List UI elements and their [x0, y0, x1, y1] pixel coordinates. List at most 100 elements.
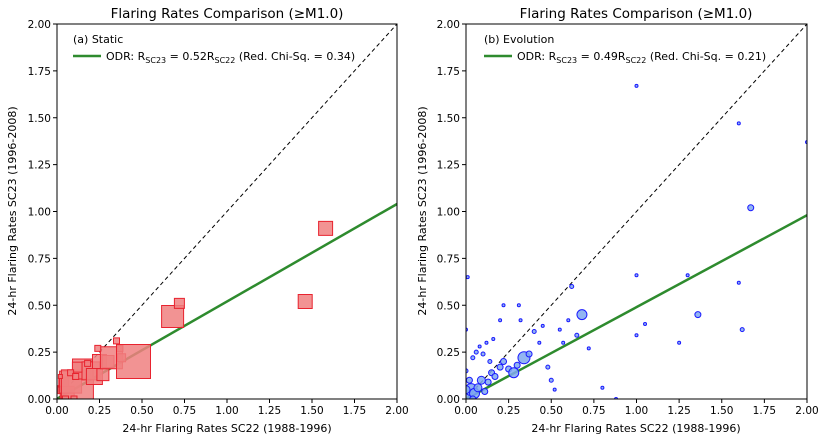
data-point: [161, 305, 185, 328]
data-point: [694, 311, 702, 319]
data-point: [518, 318, 523, 323]
legend-label: ODR: RSC23 = 0.52RSC22 (Red. Chi-Sq. = 0…: [106, 50, 355, 65]
panel-label: (a) Static: [73, 33, 123, 46]
y-tick-label: 1.00: [437, 207, 460, 219]
y-tick-label: 1.50: [28, 113, 51, 125]
data-point: [477, 344, 482, 349]
data-point: [561, 340, 566, 345]
data-point: [634, 333, 639, 338]
data-point: [62, 395, 69, 399]
data-point: [481, 388, 489, 395]
data-point: [173, 297, 185, 309]
data-point: [487, 359, 493, 364]
data-point: [473, 349, 479, 355]
data-point: [634, 83, 639, 88]
chart-title: Flaring Rates Comparison (≥M1.0): [111, 6, 344, 22]
chart-title: Flaring Rates Comparison (≥M1.0): [520, 6, 753, 22]
data-point: [491, 373, 499, 380]
y-tick-label: 1.00: [28, 207, 51, 219]
data-point: [685, 273, 690, 278]
data-point: [470, 355, 476, 361]
data-points: [466, 83, 807, 399]
data-points: [57, 220, 334, 399]
reference-line-y-equals-x: [466, 24, 807, 399]
y-tick-label: 2.00: [28, 19, 51, 31]
data-point: [70, 395, 78, 399]
data-point: [473, 383, 483, 393]
data-point: [513, 361, 521, 369]
odr-fit-line: [466, 214, 807, 399]
x-tick-label: 2.00: [385, 405, 408, 417]
data-point: [96, 368, 110, 382]
x-tick-label: 0.25: [88, 405, 111, 417]
y-tick-label: 1.75: [437, 66, 460, 78]
y-tick-label: 0.25: [28, 347, 51, 359]
data-point: [600, 385, 605, 390]
data-point: [566, 318, 571, 323]
data-point: [537, 340, 542, 345]
data-point: [466, 385, 471, 395]
x-tick-label: 0.75: [582, 405, 605, 417]
data-point: [552, 387, 557, 392]
x-tick-label: 1.50: [710, 405, 733, 417]
y-tick-label: 1.50: [437, 113, 460, 125]
legend: ODR: RSC23 = 0.52RSC22 (Red. Chi-Sq. = 0…: [73, 50, 355, 65]
data-point: [739, 327, 745, 333]
data-point: [574, 332, 580, 338]
y-axis-label: 24-hr Flaring Rates SC23 (1996-2008): [416, 106, 429, 315]
x-tick-label: 0.75: [173, 405, 196, 417]
x-axis-label: 24-hr Flaring Rates SC22 (1988-1996): [122, 422, 331, 435]
chart-panel-evolution: 0.00 0.25 0.50 0.75 1.00 1.25 1.50 1.75 2.00 0.00…: [416, 6, 819, 435]
data-point: [548, 377, 554, 383]
x-tick-label: 2.00: [795, 405, 818, 417]
x-tick-label: 0.00: [454, 405, 477, 417]
reference-line-y-equals-x: [57, 24, 397, 399]
data-point: [480, 351, 486, 357]
y-tick-label: 0.50: [28, 300, 51, 312]
data-point: [501, 303, 506, 308]
y-tick-label: 1.25: [28, 160, 51, 172]
x-tick-label: 0.25: [497, 405, 520, 417]
data-point: [576, 309, 588, 321]
x-tick-label: 1.75: [753, 405, 776, 417]
data-point: [72, 373, 80, 380]
data-point: [491, 337, 496, 341]
y-axis-label: 24-hr Flaring Rates SC23 (1996-2008): [6, 106, 19, 315]
data-point: [586, 346, 591, 351]
data-point: [466, 275, 470, 280]
data-point: [634, 273, 639, 278]
data-point: [643, 322, 648, 326]
legend-label: ODR: RSC23 = 0.49RSC22 (Red. Chi-Sq. = 0…: [517, 50, 766, 65]
data-point: [516, 303, 521, 308]
plot-frame: [465, 23, 808, 400]
y-tick-label: 1.25: [437, 160, 460, 172]
data-point: [500, 358, 508, 365]
x-tick-label: 0.00: [45, 405, 68, 417]
data-point: [67, 369, 75, 377]
data-point: [557, 327, 562, 332]
tick-labels: 0.00 0.25 0.50 0.75 1.00 1.25 1.50 1.75 2.00 0.00…: [437, 19, 819, 417]
plot-frame: [56, 23, 398, 400]
data-point: [545, 364, 551, 370]
x-tick-label: 1.00: [625, 405, 648, 417]
y-tick-label: 0.75: [437, 253, 460, 265]
data-point: [531, 329, 537, 334]
tick-labels: 0.00 0.25 0.50 0.75 1.00 1.25 1.50 1.75 2.00 0.00…: [28, 19, 409, 417]
data-point: [747, 204, 755, 212]
tick-marks: [53, 23, 398, 403]
data-point: [736, 280, 741, 285]
x-tick-label: 0.50: [130, 405, 153, 417]
data-point: [677, 340, 682, 345]
y-tick-label: 0.00: [28, 394, 51, 406]
x-tick-label: 1.50: [300, 405, 323, 417]
data-point: [466, 376, 473, 384]
data-point: [484, 340, 489, 345]
x-tick-label: 1.25: [667, 405, 690, 417]
tick-marks: [462, 23, 808, 403]
chart-panel-static: 0.00 0.25 0.50 0.75 1.00 1.25 1.50 1.75 2.00 0.00…: [6, 6, 409, 435]
data-point: [525, 350, 533, 358]
y-tick-label: 0.50: [437, 300, 460, 312]
data-point: [569, 284, 575, 289]
panel-label: (b) Evolution: [484, 33, 554, 46]
